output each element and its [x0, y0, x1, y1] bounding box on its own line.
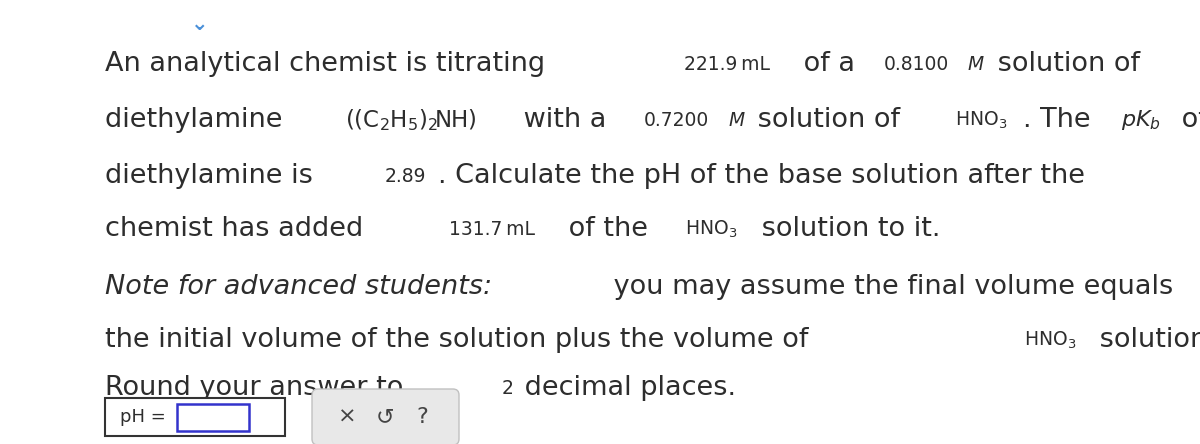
Text: 0.8100: 0.8100	[883, 55, 949, 74]
Text: ⌄: ⌄	[191, 14, 209, 34]
FancyBboxPatch shape	[178, 404, 250, 431]
Text: M: M	[728, 111, 744, 130]
FancyBboxPatch shape	[106, 398, 286, 436]
Text: solution added.: solution added.	[1091, 327, 1200, 353]
Text: of: of	[1172, 107, 1200, 133]
Text: you may assume the final volume equals: you may assume the final volume equals	[605, 274, 1172, 300]
Text: ×: ×	[338, 407, 356, 427]
Text: solution of: solution of	[989, 51, 1140, 77]
Text: ↺: ↺	[376, 407, 395, 427]
Text: An analytical chemist is titrating: An analytical chemist is titrating	[106, 51, 553, 77]
Text: the initial volume of the solution plus the volume of: the initial volume of the solution plus …	[106, 327, 817, 353]
Text: 221.9 mL: 221.9 mL	[684, 55, 770, 74]
Text: chemist has added: chemist has added	[106, 216, 372, 242]
Text: Round your answer to: Round your answer to	[106, 375, 412, 401]
Text: $\mathrm{HNO_3}$: $\mathrm{HNO_3}$	[1024, 329, 1076, 351]
Text: 2.89: 2.89	[384, 166, 426, 186]
Text: $\mathrm{HNO_3}$: $\mathrm{HNO_3}$	[955, 109, 1008, 131]
FancyBboxPatch shape	[312, 389, 458, 444]
Text: 2: 2	[502, 378, 514, 397]
Text: decimal places.: decimal places.	[516, 375, 737, 401]
Text: pH =: pH =	[120, 408, 172, 426]
Text: of a: of a	[794, 51, 864, 77]
Text: $\mathrm{HNO_3}$: $\mathrm{HNO_3}$	[685, 218, 737, 240]
Text: M: M	[967, 55, 984, 74]
Text: diethylamine: diethylamine	[106, 107, 292, 133]
Text: 131.7 mL: 131.7 mL	[449, 219, 535, 238]
Text: 0.7200: 0.7200	[644, 111, 709, 130]
Text: solution to it.: solution to it.	[752, 216, 940, 242]
Text: . The: . The	[1022, 107, 1099, 133]
Text: ?: ?	[416, 407, 427, 427]
Text: . Calculate the pH of the base solution after the: . Calculate the pH of the base solution …	[438, 163, 1085, 189]
Text: with a: with a	[515, 107, 616, 133]
Text: diethylamine is: diethylamine is	[106, 163, 322, 189]
Text: $\left(\left(\mathrm{C_2H_5}\right)_2\!\mathrm{NH}\right)$: $\left(\left(\mathrm{C_2H_5}\right)_2\!\…	[346, 107, 476, 133]
Text: Note for advanced students:: Note for advanced students:	[106, 274, 492, 300]
Text: $pK_b$: $pK_b$	[1121, 108, 1160, 132]
Text: of the: of the	[560, 216, 656, 242]
Text: solution of: solution of	[749, 107, 908, 133]
